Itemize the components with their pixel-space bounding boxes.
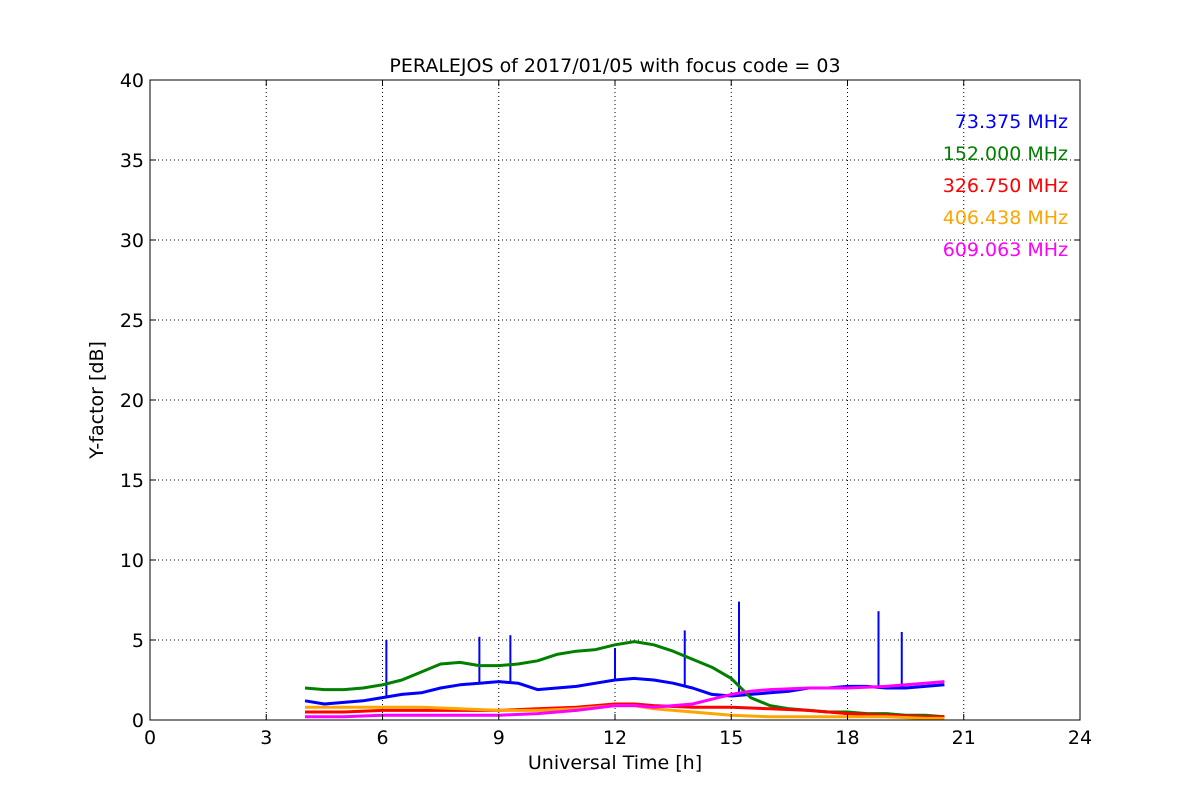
x-tick-label: 6 (376, 727, 388, 749)
y-tick-label: 35 (120, 150, 144, 172)
y-tick-label: 40 (120, 70, 144, 92)
y-axis-label: Y-factor [dB] (86, 341, 108, 460)
y-tick-label: 30 (120, 230, 144, 252)
y-tick-label: 0 (132, 710, 144, 732)
legend-entry: 152.000 MHz (943, 143, 1068, 165)
x-tick-label: 0 (144, 727, 156, 749)
x-tick-label: 3 (260, 727, 272, 749)
y-tick-label: 15 (120, 470, 144, 492)
x-tick-label: 24 (1068, 727, 1092, 749)
series-line-4 (305, 680, 945, 719)
y-tick-label: 20 (120, 390, 144, 412)
x-tick-label: 9 (493, 727, 505, 749)
x-tick-label: 18 (835, 727, 859, 749)
legend-entry: 609.063 MHz (943, 239, 1068, 261)
y-tick-label: 25 (120, 310, 144, 332)
series-layer (304, 601, 945, 720)
y-tick-label: 5 (132, 630, 144, 652)
legend: 73.375 MHz 152.000 MHz 326.750 MHz 406.438 … (943, 111, 1068, 261)
chart-title: PERALEJOS of 2017/01/05 with focus code … (389, 55, 840, 77)
x-tick-label: 12 (603, 727, 627, 749)
x-axis-label: Universal Time [h] (528, 752, 702, 774)
legend-entry: 326.750 MHz (943, 175, 1068, 197)
legend-entry: 73.375 MHz (955, 111, 1068, 133)
legend-entry: 406.438 MHz (943, 207, 1068, 229)
x-tick-label: 15 (719, 727, 743, 749)
grid (150, 80, 1080, 720)
ticks-layer: 0 3 6 9 12 15 18 21 24 0 5 10 15 20 25 30 35 40 (120, 70, 1092, 749)
series-line-2 (305, 702, 945, 719)
x-tick-label: 21 (952, 727, 976, 749)
y-tick-label: 10 (120, 550, 144, 572)
